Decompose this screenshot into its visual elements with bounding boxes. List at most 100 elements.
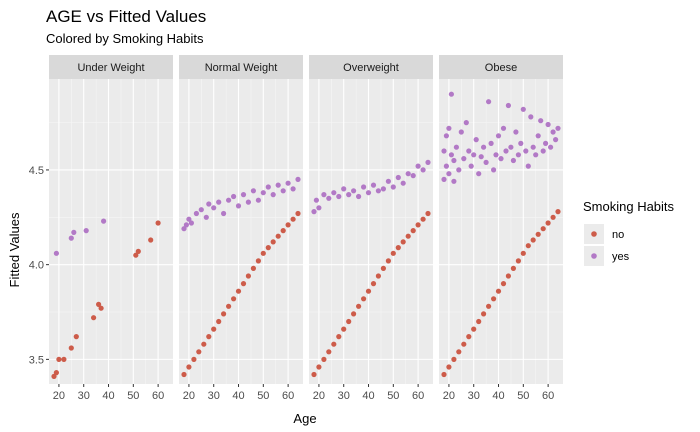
data-point-yes (375, 188, 381, 194)
data-point-yes (513, 129, 519, 135)
data-point-yes (410, 173, 416, 179)
data-point-yes (478, 154, 484, 160)
data-point-yes (346, 192, 352, 198)
data-point-yes (295, 176, 301, 182)
data-point-yes (370, 182, 377, 188)
data-point-yes (461, 156, 467, 162)
legend-swatch-no (591, 231, 597, 237)
data-point-no (385, 258, 391, 264)
panel-background (49, 79, 173, 384)
facet-strip-label: Overweight (343, 62, 399, 74)
x-axis-title: Age (293, 411, 316, 426)
data-point-no (216, 318, 222, 325)
data-point-yes (543, 140, 549, 146)
data-point-no (530, 237, 536, 243)
x-tick-label: 40 (492, 390, 504, 402)
data-point-yes (471, 152, 477, 158)
data-point-yes (488, 140, 494, 146)
data-point-yes (203, 214, 209, 220)
data-point-yes (503, 148, 509, 154)
data-point-yes (255, 197, 261, 203)
facet-strip-label: Under Weight (77, 62, 144, 74)
data-point-no (410, 228, 416, 234)
data-point-no (446, 364, 452, 370)
data-point-no (196, 349, 202, 355)
data-point-no (356, 303, 362, 309)
data-point-no (375, 273, 381, 279)
data-point-yes (275, 182, 281, 188)
data-point-yes (525, 163, 531, 169)
data-point-yes (538, 118, 544, 124)
data-point-yes (448, 91, 454, 97)
data-point-yes (415, 163, 421, 169)
data-point-no (245, 273, 251, 279)
data-point-no (235, 288, 242, 294)
data-point-no (91, 315, 97, 321)
data-point-yes (71, 229, 77, 235)
data-point-no (51, 373, 57, 379)
data-point-no (201, 341, 207, 347)
y-tick-label: 4.0 (29, 260, 44, 272)
data-point-yes (495, 133, 502, 139)
data-point-no (365, 288, 372, 294)
data-point-no (211, 326, 217, 332)
data-point-no (451, 356, 457, 362)
data-point-no (495, 288, 502, 294)
x-tick-label: 30 (338, 390, 350, 402)
data-point-no (326, 349, 332, 355)
data-point-yes (446, 171, 452, 177)
data-point-yes (365, 190, 372, 196)
data-point-no (555, 209, 561, 215)
data-point-yes (540, 148, 546, 154)
data-point-no (500, 281, 507, 287)
data-point-yes (235, 203, 242, 209)
data-point-yes (510, 157, 516, 164)
x-tick-label: 20 (53, 390, 65, 402)
data-point-yes (390, 184, 396, 190)
data-point-yes (311, 209, 317, 215)
data-point-yes (240, 192, 247, 198)
data-point-no (441, 371, 447, 378)
chart-title: AGE vs Fitted Values (46, 7, 206, 26)
data-point-yes (356, 193, 362, 200)
x-tick-label: 40 (102, 390, 114, 402)
facet-panels: Under Weight 20 30 40 50 60 Normal Weight 20 30 4… (49, 55, 563, 402)
data-point-no (525, 243, 531, 249)
x-tick-label: 50 (127, 390, 139, 402)
data-point-no (226, 303, 232, 309)
data-point-yes (473, 137, 479, 143)
data-point-no (186, 364, 192, 370)
data-point-no (476, 318, 482, 325)
data-point-yes (245, 199, 251, 205)
data-point-no (400, 239, 406, 245)
data-point-yes (545, 121, 551, 128)
data-point-no (290, 216, 296, 222)
data-point-no (61, 356, 67, 362)
x-tick-label: 60 (412, 390, 424, 402)
data-point-yes (226, 197, 232, 203)
data-point-yes (515, 152, 522, 158)
data-point-no (505, 273, 511, 279)
data-point-yes (520, 106, 526, 112)
data-point-no (221, 311, 227, 317)
data-point-no (275, 233, 281, 239)
data-point-yes (211, 205, 217, 211)
data-point-no (53, 370, 60, 376)
data-point-no (191, 356, 197, 362)
data-point-yes (280, 188, 286, 194)
data-point-yes (498, 156, 504, 162)
data-point-yes (441, 148, 447, 154)
data-point-no (550, 214, 556, 220)
data-point-yes (221, 210, 227, 217)
data-point-no (515, 258, 522, 264)
data-point-yes (101, 218, 107, 224)
legend-items: no yes (584, 224, 630, 266)
x-tick-label: 30 (78, 390, 90, 402)
data-point-no (545, 220, 551, 226)
data-point-yes (351, 188, 357, 194)
legend-swatch-yes (591, 253, 597, 259)
data-point-yes (341, 186, 347, 192)
data-point-yes (216, 199, 222, 205)
data-point-no (206, 334, 212, 340)
